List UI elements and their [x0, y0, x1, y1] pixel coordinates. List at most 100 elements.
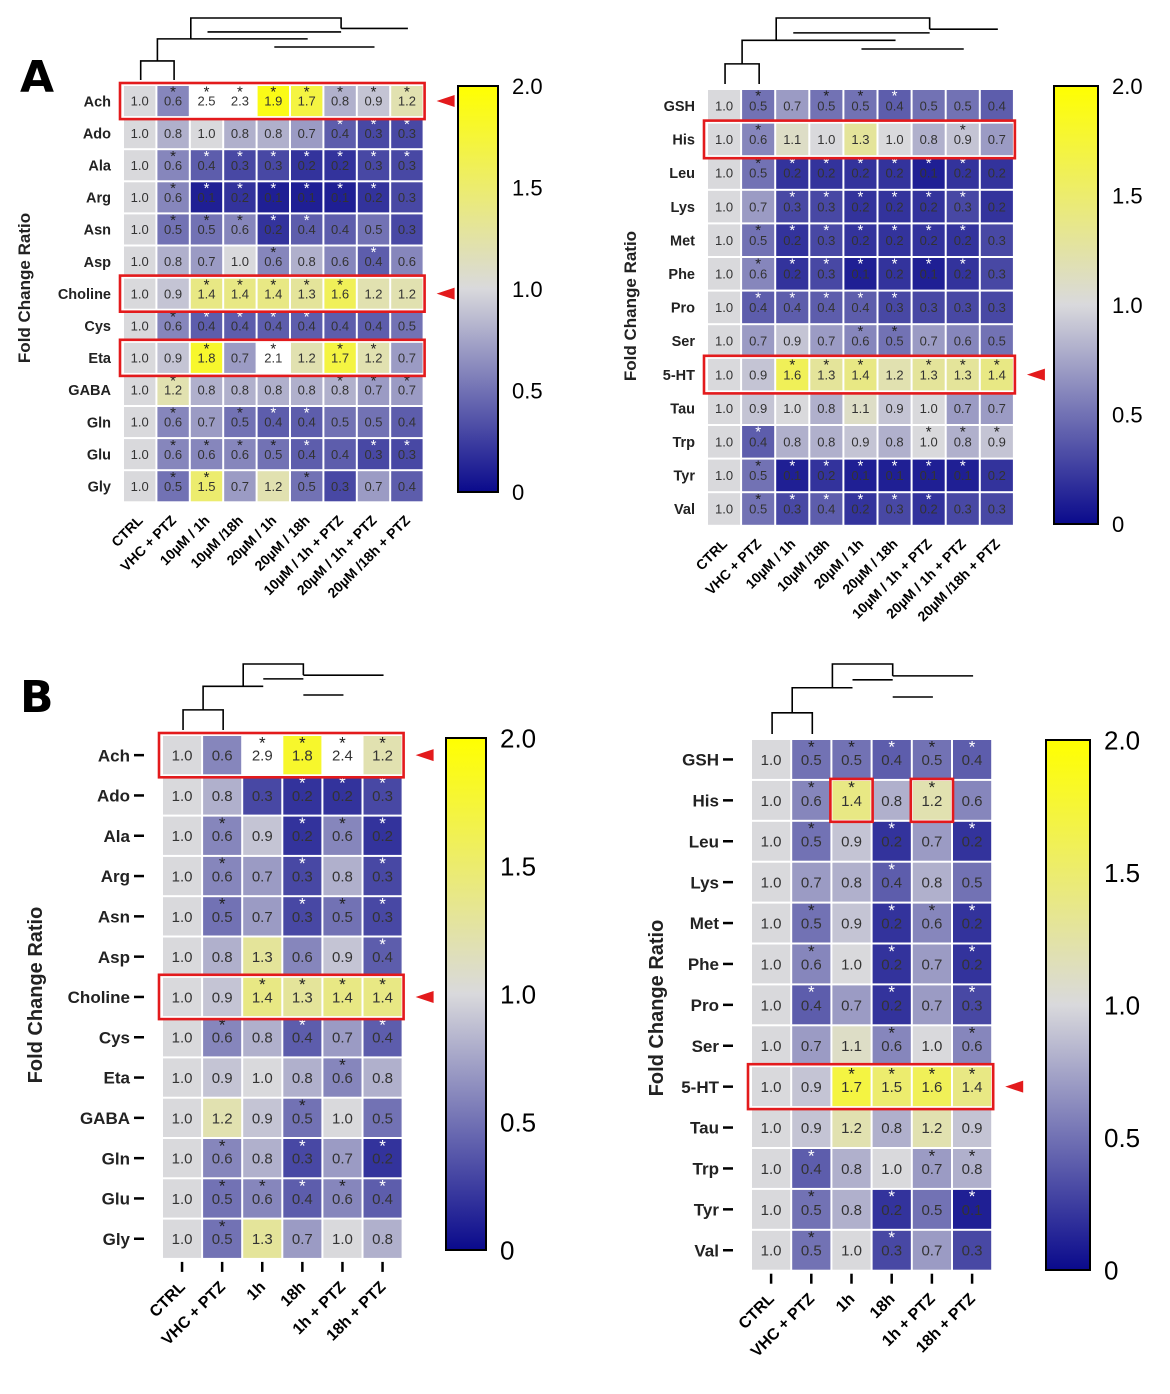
heatmap-cell [742, 258, 775, 290]
cell-value-label: 0.6 [197, 447, 215, 462]
cell-value-label: 0.4 [881, 875, 902, 892]
significance-star: * [926, 155, 932, 172]
cell-value-label: 0.2 [817, 166, 835, 181]
row-label-his: His [693, 791, 719, 810]
heatmap-cell [203, 856, 242, 896]
significance-star: * [371, 116, 377, 133]
significance-star: * [960, 256, 966, 273]
cell-value-label: 0.7 [920, 334, 938, 349]
heatmap-cell [872, 1189, 911, 1229]
cell-value-label: 1.0 [131, 254, 149, 269]
cell-value-label: 1.0 [715, 468, 733, 483]
heatmap-cell [203, 736, 242, 775]
cell-value-label: 0.3 [292, 868, 313, 885]
heatmap-cell [776, 493, 809, 525]
cell-value-label: 1.2 [841, 1120, 862, 1137]
heatmap-cell [810, 358, 843, 391]
significance-star: * [823, 155, 829, 172]
cell-value-label: 1.0 [761, 834, 782, 851]
cell-value-label: 0.5 [264, 447, 282, 462]
significance-star: * [789, 491, 795, 508]
heatmap-cell [912, 426, 945, 458]
heatmap-cell [810, 392, 843, 424]
cell-value-label: 0.7 [921, 834, 942, 851]
significance-star: * [892, 289, 898, 306]
heatmap-cell [844, 325, 877, 357]
heatmap-cell [283, 1139, 322, 1178]
heatmap-cell [363, 1219, 402, 1258]
dendrogram-branch [775, 17, 931, 41]
significance-star: * [337, 116, 343, 133]
heatmap-cell [124, 439, 156, 470]
heatmap-cell [708, 459, 741, 492]
colorbar-tick-label: 1.5 [512, 175, 543, 200]
heatmap-cell [224, 439, 256, 470]
colorbar: 2.0 1.5 1.0 0.5 0 [457, 74, 543, 505]
cell-value-label: 0.2 [954, 166, 972, 181]
cell-value-label: 0.9 [988, 434, 1006, 449]
significance-star: * [755, 155, 761, 172]
heatmap-cell [810, 493, 843, 525]
row-label-tau: Tau [690, 1119, 719, 1138]
cell-value-label: 0.4 [886, 98, 904, 113]
heatmap-cell [953, 944, 992, 984]
heatmap-cell [224, 86, 256, 117]
cell-value-label: 0.5 [801, 752, 822, 769]
cell-value-label: 0.3 [962, 997, 983, 1014]
cell-value-label: 1.4 [841, 793, 862, 810]
cell-value-label: 0.6 [164, 190, 182, 205]
row-label-gln: Gln [87, 415, 111, 431]
heatmap-cell [878, 123, 911, 156]
heatmap-cell [363, 816, 402, 855]
heatmap-cell [323, 1018, 362, 1057]
heatmap-cell [832, 821, 871, 861]
cell-value-label: 2.3 [231, 94, 249, 109]
heatmap-cell [946, 493, 979, 525]
heatmap-cell [391, 118, 423, 149]
heatmap-a-left: 1.0 0.6*2.5*2.3*1.9*1.7*0.8*0.9*1.2*1.0 0.… [15, 17, 543, 601]
cell-value-label: 0.5 [398, 318, 416, 333]
cell-value-label: 0.3 [886, 502, 904, 517]
cell-value-label: 0.5 [962, 875, 983, 892]
heatmap-cell [844, 426, 877, 458]
cell-value-label: 0.8 [841, 1161, 862, 1178]
cell-value-label: 0.6 [164, 158, 182, 173]
cell-value-label: 0.8 [252, 1030, 273, 1047]
cell-value-label: 0.8 [231, 383, 249, 398]
heatmap-cell [878, 358, 911, 391]
heatmap-cell [912, 1149, 951, 1188]
cell-value-label: 1.1 [841, 1038, 862, 1055]
heatmap-cell [844, 291, 877, 324]
heatmap-cell [224, 246, 256, 277]
cell-value-label: 1.0 [131, 415, 149, 430]
significance-star: * [892, 88, 898, 105]
heatmap-cell [291, 118, 323, 149]
significance-star: * [929, 1146, 936, 1165]
cell-value-label: 0.8 [331, 383, 349, 398]
cell-value-label: 1.0 [715, 401, 733, 416]
cell-value-label: 1.0 [172, 828, 193, 845]
cell-value-label: 0.1 [264, 190, 282, 205]
cell-value-label: 1.0 [172, 989, 193, 1006]
highlight-row-box-5-ht [702, 354, 1017, 395]
cell-value-label: 1.0 [761, 1038, 782, 1055]
heatmap-cell [872, 1108, 911, 1147]
significance-star: * [170, 405, 176, 422]
cell-value-label: 0.8 [331, 94, 349, 109]
significance-star: * [170, 469, 176, 486]
significance-star: * [858, 323, 864, 340]
row-label-gsh: GSH [664, 99, 695, 115]
cell-value-label: 0.3 [988, 266, 1006, 281]
cell-value-label: 0.2 [364, 190, 382, 205]
heatmap-cell [203, 977, 242, 1017]
cell-value-label: 0.6 [164, 94, 182, 109]
cell-value-label: 0.7 [231, 351, 249, 366]
heatmap-cell [742, 325, 775, 357]
heatmap-cell [980, 459, 1013, 492]
heatmap-cell [980, 392, 1013, 424]
cell-value-label: 0.6 [164, 318, 182, 333]
significance-star: * [960, 155, 966, 172]
significance-star: * [969, 819, 976, 838]
heatmap-cell [391, 342, 423, 373]
